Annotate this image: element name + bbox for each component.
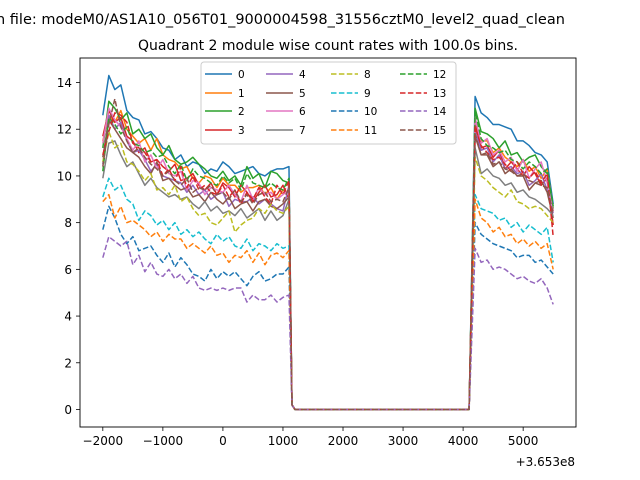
legend-label-3: 3 <box>238 125 245 137</box>
chart-title: Quadrant 2 module wise count rates with … <box>138 38 518 54</box>
legend-label-9: 9 <box>364 88 371 100</box>
y-tick-label: 0 <box>64 403 72 417</box>
x-tick-label: 5000 <box>508 434 539 448</box>
legend-label-0: 0 <box>238 69 245 81</box>
legend-label-12: 12 <box>433 69 446 81</box>
series-line-14 <box>102 235 554 411</box>
x-tick-label: 0 <box>219 434 227 448</box>
x-tick-label: 4000 <box>448 434 479 448</box>
y-tick-label: 4 <box>64 310 72 324</box>
series-line-15 <box>102 98 554 411</box>
y-tick-label: 14 <box>57 76 72 90</box>
series-line-13 <box>102 112 554 411</box>
x-tick-label: 2000 <box>328 434 359 448</box>
legend-label-15: 15 <box>433 125 446 137</box>
x-tick-label: −2000 <box>83 434 124 448</box>
legend-label-2: 2 <box>238 106 245 118</box>
y-axis: 0 2 4 6 8 10 12 14 <box>57 76 80 417</box>
x-tick-label: 3000 <box>388 434 419 448</box>
y-tick-label: 2 <box>64 356 72 370</box>
x-axis: −2000 −1000 0 1000 2000 3000 4000 5000 <box>83 427 539 448</box>
series-layer <box>102 74 554 411</box>
file-suptitle: n file: modeM0/AS1A10_056T01_9000004598_… <box>0 12 565 28</box>
legend-label-1: 1 <box>238 88 245 100</box>
legend-label-10: 10 <box>364 106 377 118</box>
legend-label-4: 4 <box>299 69 306 81</box>
x-offset-label: +3.653e8 <box>516 455 575 469</box>
plot-frame <box>79 57 577 428</box>
legend-box <box>200 61 457 145</box>
legend-label-14: 14 <box>433 106 447 118</box>
x-tick-label: −1000 <box>143 434 184 448</box>
legend-label-13: 13 <box>433 88 446 100</box>
legend-label-11: 11 <box>364 125 377 137</box>
legend-label-8: 8 <box>364 69 371 81</box>
y-tick-label: 6 <box>64 263 72 277</box>
legend-label-5: 5 <box>299 88 306 100</box>
x-tick-label: 1000 <box>268 434 299 448</box>
y-tick-label: 12 <box>57 123 72 137</box>
y-tick-label: 8 <box>64 216 72 230</box>
series-line-9 <box>102 177 554 411</box>
legend-label-7: 7 <box>299 125 306 137</box>
legend-label-6: 6 <box>299 106 306 118</box>
y-tick-label: 10 <box>57 169 72 183</box>
